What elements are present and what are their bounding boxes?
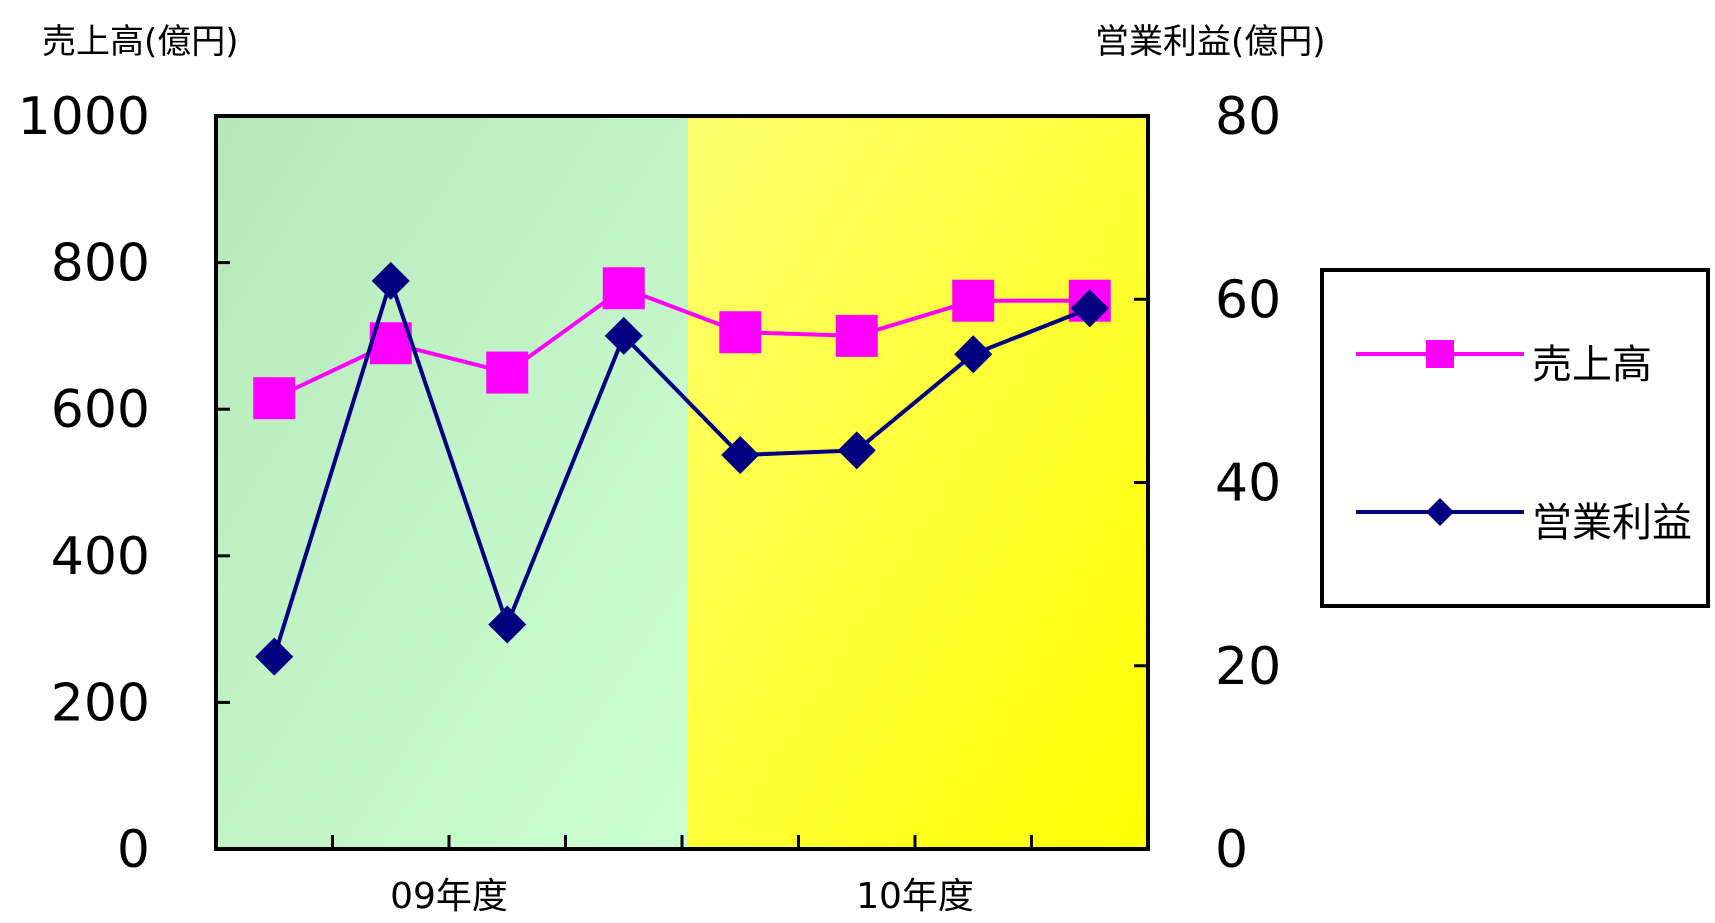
sales-point (719, 311, 762, 354)
x-category-label: 10年度 (856, 876, 974, 917)
left-tick-label: 600 (51, 380, 150, 440)
right-tick-label: 0 (1215, 820, 1248, 880)
profit-point (954, 335, 993, 374)
fy10-background (688, 116, 1148, 849)
sales-point (835, 314, 878, 357)
sales-point (602, 267, 645, 310)
left-tick-label: 400 (51, 527, 150, 587)
profit-point (255, 637, 294, 676)
legend: 売上高 営業利益 (1320, 268, 1710, 608)
profit-point (837, 431, 876, 470)
legend-sales-marker-icon (1356, 340, 1524, 368)
right-tick-label: 20 (1215, 637, 1281, 697)
legend-profit-marker-icon (1356, 498, 1524, 526)
legend-item-sales: 売上高 (1354, 324, 1714, 388)
right-axis-title: 営業利益(億円) (1095, 22, 1326, 62)
legend-label-sales: 売上高 (1532, 342, 1652, 388)
profit-series-line (272, 278, 1091, 658)
fy09-background (216, 116, 688, 849)
right-axis-ticks: 0 20 40 60 80 (1134, 87, 1281, 880)
left-tick-label: 200 (51, 673, 150, 733)
x-axis-ticks (331, 835, 1033, 849)
profit-point (488, 605, 527, 644)
left-tick-label: 1000 (18, 87, 150, 147)
right-tick-label: 40 (1215, 454, 1281, 514)
right-tick-label: 60 (1215, 270, 1281, 330)
left-tick-label: 0 (117, 820, 150, 880)
left-axis-ticks: 0 200 400 600 800 1000 (18, 87, 230, 880)
x-category-label: 09年度 (390, 876, 508, 917)
legend-item-profit: 営業利益 (1354, 482, 1714, 546)
left-axis-title: 売上高(億円) (42, 22, 239, 62)
x-axis-labels: 09年度 10年度 (390, 876, 974, 917)
profit-point (721, 436, 760, 475)
right-tick-label: 80 (1215, 87, 1281, 147)
sales-point (486, 351, 529, 394)
series-layer (253, 261, 1111, 676)
profit-point (604, 316, 643, 355)
profit-point (1070, 289, 1109, 328)
sales-point (952, 279, 995, 322)
legend-label-profit: 営業利益 (1532, 500, 1692, 546)
sales-point (253, 377, 296, 420)
profit-point (371, 261, 410, 300)
left-tick-label: 800 (51, 234, 150, 294)
